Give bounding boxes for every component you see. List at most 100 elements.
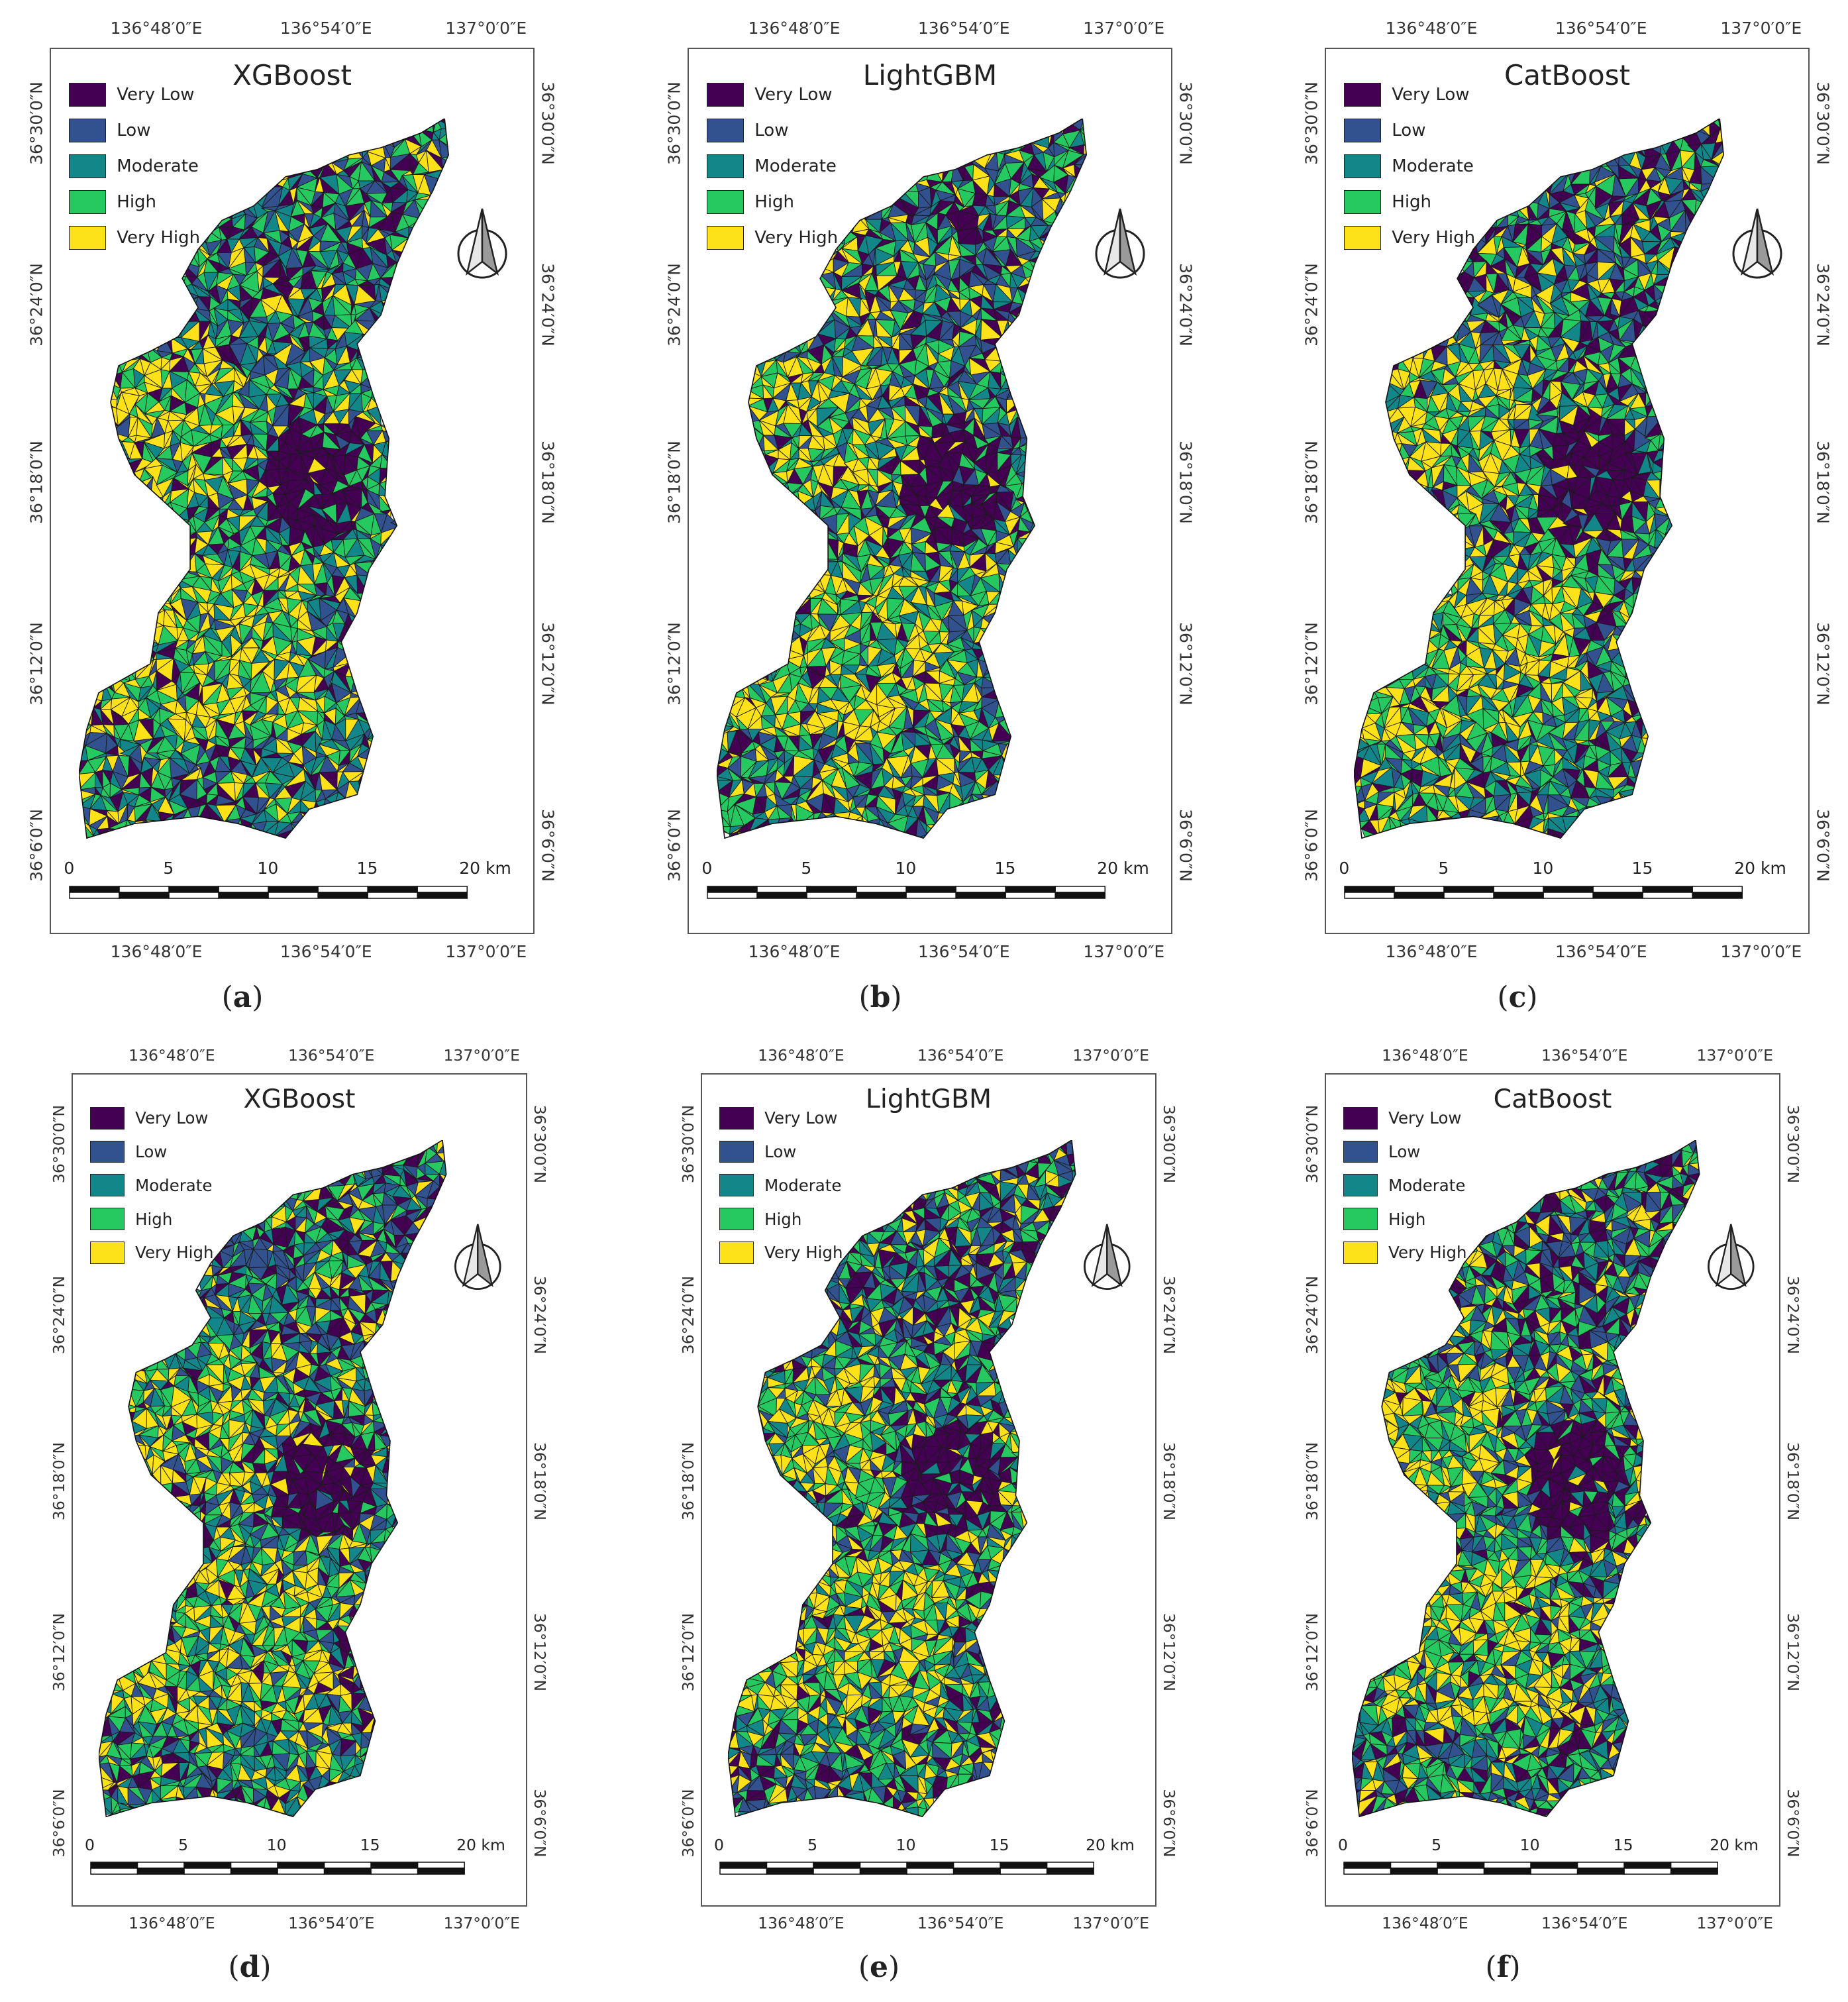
latitude-label: 36°24′0″N [538, 263, 558, 346]
unit-polygon [97, 398, 118, 409]
latitude-label: 36°30′0″N [538, 81, 558, 165]
unit-polygon [774, 333, 786, 352]
unit-polygon [1029, 523, 1050, 533]
unit-polygon [864, 206, 883, 220]
unit-polygon [1010, 327, 1024, 342]
unit-polygon [986, 649, 998, 667]
longitude-label: 136°54′0″E [917, 942, 1010, 961]
unit-polygon [987, 796, 1003, 808]
unit-polygon [1676, 119, 1695, 130]
unit-polygon [156, 590, 171, 605]
unit-polygon [160, 818, 173, 838]
unit-polygon [311, 812, 322, 825]
unit-polygon [1000, 683, 1009, 697]
unit-polygon [344, 798, 363, 810]
unit-polygon [874, 832, 895, 839]
unit-polygon [1631, 130, 1647, 139]
unit-polygon [243, 831, 251, 839]
unit-polygon [882, 188, 894, 207]
legend-swatch [707, 225, 744, 250]
legend-label: High [117, 191, 157, 212]
longitude-label: 137°0′0″E [1720, 19, 1802, 38]
unit-polygon [163, 819, 173, 837]
unit-polygon [1579, 149, 1592, 163]
unit-polygon [366, 134, 384, 144]
unit-polygon [344, 623, 358, 643]
unit-polygon [1570, 160, 1591, 185]
unit-polygon [735, 382, 748, 402]
scale-bar-label: 10 [895, 859, 917, 878]
unit-polygon [361, 140, 368, 152]
unit-polygon [1006, 130, 1026, 144]
scale-bar-label: 20 km [1097, 859, 1149, 878]
caption-letter: b [870, 980, 891, 1014]
unit-polygon [287, 156, 306, 173]
unit-polygon [372, 384, 389, 393]
legend-item: Moderate [707, 153, 837, 180]
longitude-label: 136°48′0″E [748, 942, 841, 961]
unit-polygon [362, 334, 376, 349]
longitude-label: 136°48′0″E [748, 19, 841, 38]
unit-polygon [97, 382, 110, 402]
unit-polygon [786, 602, 794, 612]
legend-swatch [69, 225, 107, 250]
unit-polygon [741, 405, 749, 425]
unit-polygon [442, 164, 449, 182]
legend-item: Low [707, 117, 788, 144]
unit-polygon [350, 653, 357, 664]
unit-polygon [931, 158, 945, 168]
unit-polygon [133, 647, 151, 667]
scale-bar-label: 5 [801, 859, 812, 878]
latitude-label: 36°12′0″N [538, 622, 558, 706]
panel-caption: (a) [222, 980, 264, 1014]
unit-polygon [321, 805, 336, 827]
latitude-label: 36°30′0″N [26, 81, 46, 165]
unit-polygon [301, 154, 314, 170]
unit-polygon [260, 835, 276, 839]
unit-polygon [1039, 119, 1057, 127]
unit-polygon [927, 156, 939, 164]
unit-polygon [206, 822, 217, 832]
scale-bar-label: 5 [163, 859, 174, 878]
unit-polygon [215, 201, 236, 215]
unit-polygon [811, 562, 824, 579]
unit-polygon [784, 825, 799, 832]
unit-polygon [1007, 319, 1023, 341]
unit-polygon [350, 653, 357, 663]
unit-polygon [926, 833, 945, 839]
unit-polygon [875, 833, 890, 839]
legend-item: Very High [707, 225, 838, 251]
unit-polygon [1677, 119, 1695, 136]
unit-polygon [1619, 137, 1637, 152]
legend-label: Low [754, 120, 789, 140]
longitude-label: 137°0′0″E [445, 19, 527, 38]
unit-polygon [847, 825, 862, 833]
latitude-label: 36°24′0″N [1302, 263, 1321, 346]
unit-polygon [768, 658, 774, 682]
legend-swatch [69, 118, 107, 142]
unit-polygon [292, 829, 302, 839]
legend-item: Very Low [69, 81, 195, 108]
legend-item: Very Low [707, 81, 833, 108]
unit-polygon [737, 397, 749, 407]
latitude-label: 36°6′0″N [664, 809, 684, 882]
legend-item: Low [69, 117, 150, 144]
unit-polygon [949, 150, 960, 163]
caption-paren: ) [890, 980, 902, 1014]
unit-polygon [172, 517, 190, 532]
legend-label: Moderate [117, 156, 199, 176]
longitude-label: 136°48′0″E [110, 19, 203, 38]
unit-polygon [360, 692, 374, 699]
legend-label: Low [117, 120, 151, 140]
unit-polygon [354, 129, 368, 145]
unit-polygon [748, 664, 769, 681]
latitude-label: 36°18′0″N [1176, 440, 1196, 524]
unit-polygon [991, 134, 1009, 140]
scale-bar-label: 15 [994, 859, 1016, 878]
unit-polygon [819, 815, 834, 835]
unit-polygon [1718, 165, 1724, 177]
latitude-label: 36°12′0″N [26, 622, 46, 706]
unit-polygon [1514, 187, 1529, 201]
unit-polygon [150, 498, 162, 511]
unit-polygon [169, 565, 180, 580]
